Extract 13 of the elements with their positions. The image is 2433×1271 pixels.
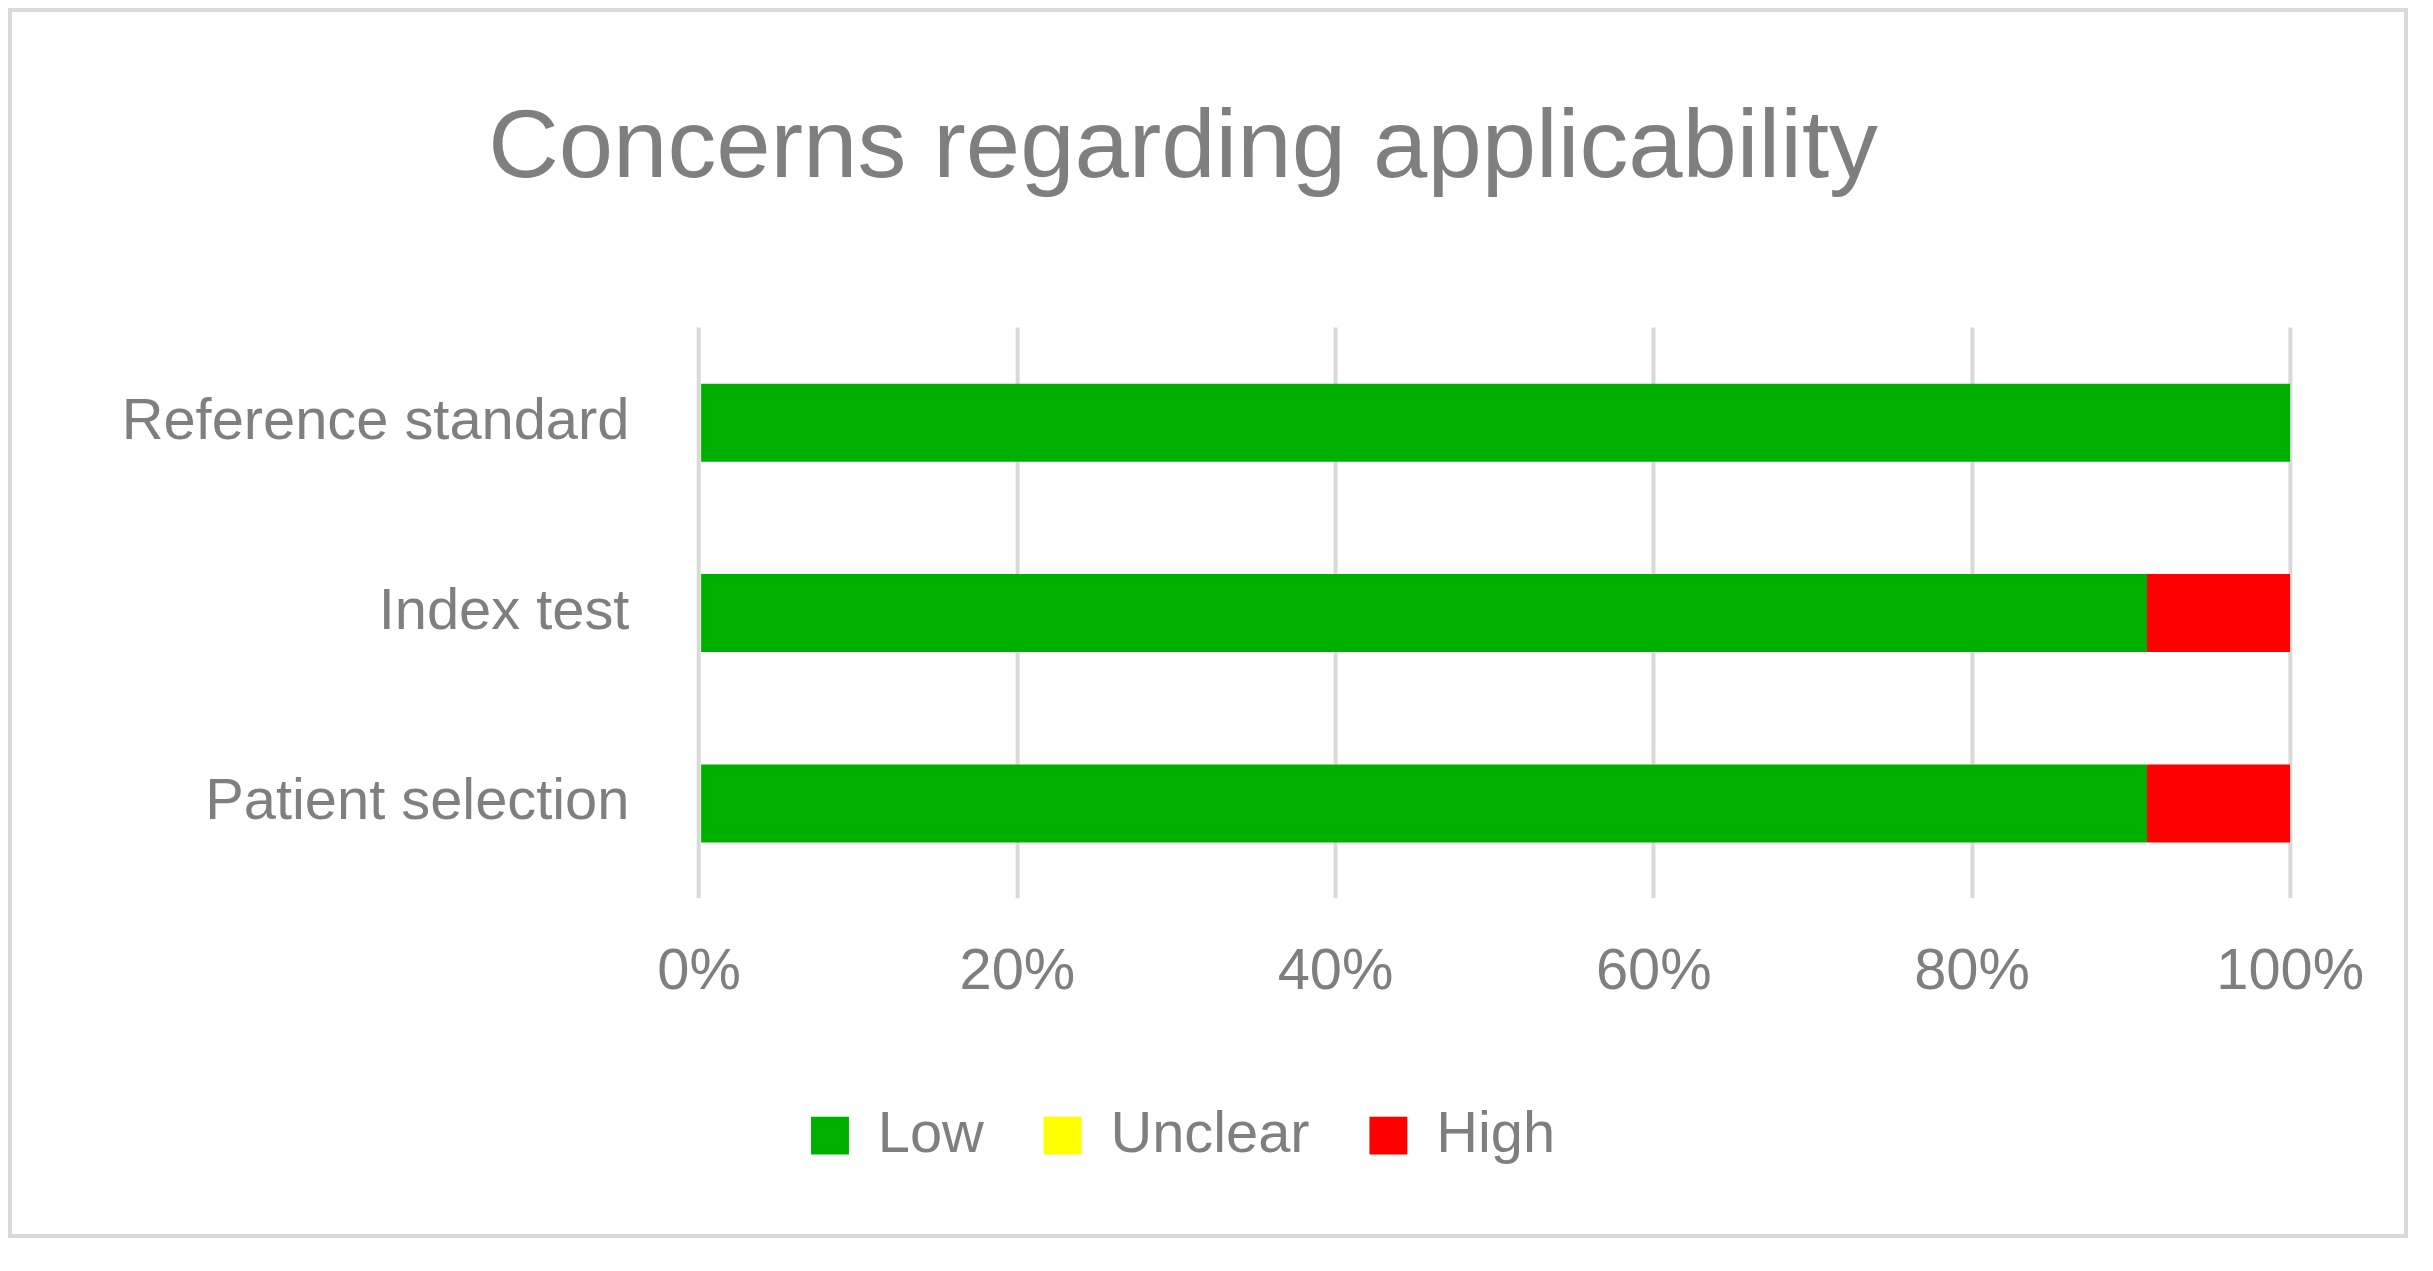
x-tick-label: 100% — [2216, 936, 2365, 1001]
y-tick-label: Index test — [378, 577, 630, 641]
x-tick-label: 60% — [1595, 936, 1712, 1001]
legend-label: Low — [877, 1099, 985, 1164]
x-tick-label: 0% — [657, 936, 741, 1001]
y-tick-label: Reference standard — [121, 386, 630, 451]
legend-label: High — [1436, 1099, 1556, 1164]
y-tick-label: Patient selection — [205, 767, 630, 832]
x-tick-label: 80% — [1914, 936, 2030, 1001]
chart-title: Concerns regarding applicability — [488, 88, 1879, 198]
x-tick-label: 40% — [1277, 936, 1394, 1001]
x-tick-label: 20% — [959, 936, 1076, 1001]
legend-label: Unclear — [1110, 1099, 1310, 1164]
